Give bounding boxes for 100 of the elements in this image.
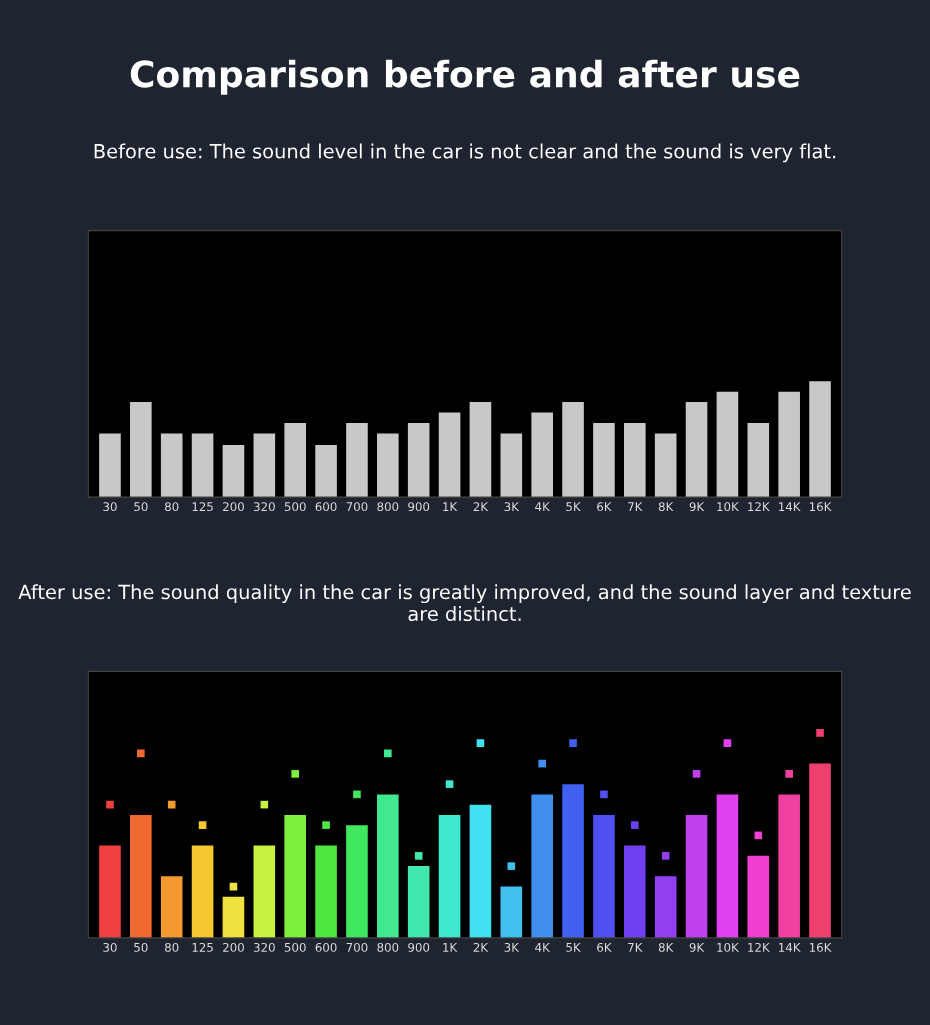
x-tick-label: 30 [103,942,117,952]
bar [191,845,214,938]
bar [593,422,615,498]
x-tick-label: 10K [717,502,740,512]
point [353,790,361,799]
bar [253,845,276,938]
x-tick-label: 800 [377,502,399,512]
bar [685,402,708,498]
x-tick-label: 14K [779,943,801,952]
point [723,739,732,747]
bar [315,845,337,938]
bar [685,814,708,938]
x-tick-label: 900 [408,942,430,952]
bar [407,422,430,498]
bar [407,866,430,938]
point [661,852,670,860]
x-tick-label: 5K [566,502,581,512]
point [631,821,639,829]
x-tick-label: 700 [346,502,368,512]
bar [315,444,337,498]
bar [284,814,306,938]
point [167,800,176,809]
x-tick-label: 7K [628,502,643,511]
bar [284,422,306,498]
bar [377,794,399,938]
bar [778,794,800,938]
x-tick-label: 7K [628,943,643,952]
bar [716,391,739,498]
point [754,831,763,840]
x-tick-label: 320 [253,942,275,952]
x-tick-label: 80 [165,502,179,512]
x-tick-label: 12K [748,502,770,511]
x-tick-label: 5K [566,943,581,952]
x-tick-label: 4K [535,502,551,511]
x-tick-label: 1K [443,502,458,511]
x-tick-label: 4K [535,943,551,952]
bar [531,794,553,938]
point [384,749,392,758]
x-tick-label: 80 [165,942,179,952]
chart-subtitle: Before use: The sound level in the car is not clear and the sound is very flat. [94,143,836,163]
bar [654,433,677,498]
x-tick-label: 16K [809,502,832,512]
x-tick-label: 6K [597,502,612,512]
bar [624,845,646,938]
bar [438,412,461,498]
x-tick-label: 12K [748,942,770,952]
bar [809,381,831,498]
bar [624,422,646,498]
bar [500,433,523,498]
bar [130,814,152,938]
point [198,821,207,829]
bar [346,422,368,498]
x-tick-label: 2K [473,502,489,511]
bar [160,433,183,498]
point [106,800,114,809]
bar [562,402,584,498]
x-tick-label: 3K [504,942,520,952]
x-tick-label: 900 [408,502,430,512]
point [785,770,793,778]
x-tick-label: 2K [473,942,489,952]
x-tick-label: 200 [223,942,244,952]
bar [99,433,121,498]
x-tick-label: 125 [192,942,213,952]
bar [99,845,121,938]
point [322,821,330,829]
point [476,739,485,747]
x-tick-label: 500 [284,502,306,512]
point [692,770,701,778]
x-tick-label: 700 [346,942,368,952]
x-tick-label: 8K [658,942,674,952]
bar [747,855,770,938]
x-tick-label: 6K [597,942,612,952]
point [291,770,299,778]
bar [160,876,183,938]
x-tick-label: 16K [809,942,832,952]
x-tick-label: 9K [689,502,705,512]
bar [253,433,276,498]
bar [438,814,461,938]
bar [377,433,399,498]
x-tick-label: 50 [134,502,148,512]
bar [809,763,831,938]
x-tick-label: 3K [504,502,520,512]
point [137,749,145,758]
bar [531,412,553,498]
point [507,862,516,870]
x-tick-label: 320 [253,502,275,512]
bar [222,896,245,938]
x-tick-label: 14K [779,502,801,511]
x-tick-label: 600 [315,502,337,512]
bar [191,433,214,498]
bar [716,794,739,938]
x-tick-label: 50 [134,942,148,952]
x-tick-label: 500 [284,942,306,952]
bar [469,402,492,498]
chart-title: Comparison before and after use [130,59,800,95]
x-tick-label: 8K [658,502,674,512]
point [414,852,423,860]
point [816,729,824,737]
point [445,780,454,788]
bar [222,444,245,498]
